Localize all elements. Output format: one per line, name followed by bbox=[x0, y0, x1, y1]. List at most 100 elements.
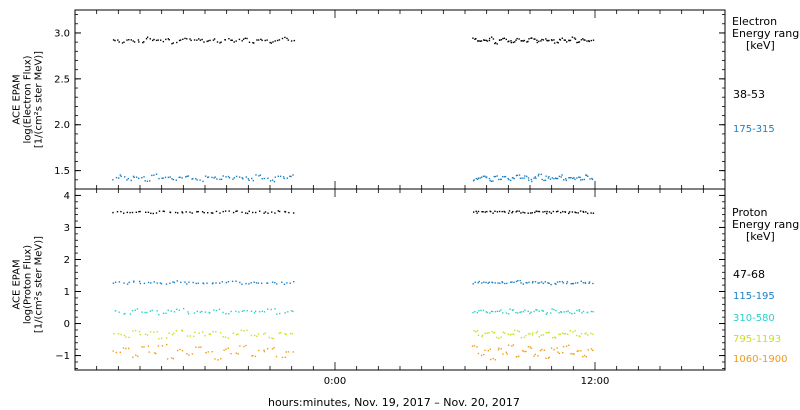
data-point-115-195 bbox=[118, 281, 121, 283]
data-point-175-315 bbox=[555, 177, 558, 180]
data-point-310-580 bbox=[290, 310, 293, 312]
data-point-115-195 bbox=[195, 282, 197, 285]
data-point-795-1193 bbox=[139, 333, 141, 336]
data-point-115-195 bbox=[542, 282, 545, 285]
data-point-175-315 bbox=[576, 177, 578, 179]
data-point-38-53 bbox=[592, 39, 595, 41]
data-point-1060-1900 bbox=[527, 346, 530, 348]
data-point-115-195 bbox=[186, 283, 188, 285]
data-point-38-53 bbox=[526, 41, 528, 43]
data-point-47-68 bbox=[163, 210, 165, 213]
data-point-175-315 bbox=[578, 176, 580, 178]
data-point-38-53 bbox=[190, 39, 192, 42]
data-point-175-315 bbox=[528, 179, 530, 181]
data-point-310-580 bbox=[558, 312, 560, 314]
data-point-310-580 bbox=[254, 310, 257, 312]
data-point-795-1193 bbox=[263, 333, 265, 335]
data-point-115-195 bbox=[515, 280, 518, 283]
data-point-38-53 bbox=[474, 38, 476, 40]
data-point-47-68 bbox=[139, 210, 141, 213]
data-point-175-315 bbox=[220, 178, 223, 180]
data-point-47-68 bbox=[145, 211, 147, 213]
electron-ylabel-line2: log(Electron Flux) bbox=[22, 55, 34, 144]
data-point-175-315 bbox=[269, 180, 272, 182]
data-point-175-315 bbox=[162, 177, 164, 179]
data-point-38-53 bbox=[488, 39, 491, 42]
data-point-175-315 bbox=[115, 176, 118, 179]
data-point-47-68 bbox=[155, 212, 158, 214]
data-point-47-68 bbox=[496, 211, 499, 213]
data-point-1060-1900 bbox=[258, 349, 260, 352]
y-tick-label: 2.5 bbox=[54, 74, 70, 85]
data-point-47-68 bbox=[169, 211, 172, 214]
data-point-795-1193 bbox=[227, 337, 230, 339]
data-point-175-315 bbox=[158, 177, 160, 180]
data-point-47-68 bbox=[232, 211, 235, 214]
data-point-175-315 bbox=[533, 177, 535, 179]
data-point-38-53 bbox=[551, 39, 553, 42]
data-point-795-1193 bbox=[535, 332, 537, 334]
data-point-47-68 bbox=[228, 210, 230, 212]
data-point-38-53 bbox=[201, 38, 203, 41]
data-point-47-68 bbox=[531, 212, 533, 214]
data-point-310-580 bbox=[545, 313, 547, 315]
data-point-115-195 bbox=[235, 280, 237, 282]
data-point-115-195 bbox=[212, 282, 214, 284]
data-point-38-53 bbox=[248, 41, 251, 43]
data-point-310-580 bbox=[131, 309, 134, 312]
data-point-38-53 bbox=[521, 40, 523, 42]
data-point-38-53 bbox=[287, 39, 289, 41]
data-point-175-315 bbox=[477, 177, 480, 179]
data-point-175-315 bbox=[204, 175, 207, 177]
data-point-38-53 bbox=[114, 39, 116, 42]
data-point-47-68 bbox=[236, 210, 238, 212]
data-point-175-315 bbox=[155, 173, 158, 175]
data-point-795-1193 bbox=[189, 335, 191, 337]
data-point-795-1193 bbox=[257, 333, 260, 335]
data-point-47-68 bbox=[263, 212, 265, 214]
data-point-47-68 bbox=[560, 211, 562, 214]
data-point-310-580 bbox=[276, 313, 278, 315]
data-point-795-1193 bbox=[235, 333, 238, 336]
data-point-175-315 bbox=[232, 178, 234, 180]
data-point-795-1193 bbox=[579, 335, 581, 338]
data-point-310-580 bbox=[141, 311, 143, 313]
data-point-47-68 bbox=[274, 212, 276, 214]
data-point-115-195 bbox=[501, 281, 504, 284]
data-point-38-53 bbox=[542, 39, 545, 41]
data-point-175-315 bbox=[561, 174, 563, 176]
data-point-38-53 bbox=[534, 38, 536, 40]
data-point-38-53 bbox=[492, 38, 495, 40]
data-point-175-315 bbox=[496, 175, 498, 177]
data-point-47-68 bbox=[592, 212, 595, 214]
data-point-175-315 bbox=[488, 177, 491, 180]
data-point-47-68 bbox=[552, 210, 555, 213]
data-point-47-68 bbox=[508, 210, 511, 212]
data-point-310-580 bbox=[576, 309, 578, 312]
data-point-38-53 bbox=[186, 38, 188, 40]
data-point-47-68 bbox=[555, 211, 558, 213]
data-point-115-195 bbox=[248, 283, 250, 285]
data-point-47-68 bbox=[529, 212, 532, 214]
data-point-47-68 bbox=[288, 211, 290, 214]
data-point-47-68 bbox=[534, 211, 536, 214]
data-point-115-195 bbox=[532, 280, 534, 283]
data-point-47-68 bbox=[548, 211, 551, 213]
data-point-310-580 bbox=[156, 310, 158, 312]
data-point-47-68 bbox=[284, 211, 287, 213]
data-point-310-580 bbox=[522, 311, 525, 313]
data-point-115-195 bbox=[225, 281, 228, 284]
data-point-175-315 bbox=[481, 176, 483, 178]
data-point-310-580 bbox=[241, 310, 244, 312]
data-point-310-580 bbox=[292, 310, 294, 313]
data-point-175-315 bbox=[261, 178, 263, 180]
data-point-1060-1900 bbox=[565, 345, 568, 347]
y-tick-label: 1.5 bbox=[54, 166, 70, 177]
data-point-175-315 bbox=[519, 177, 522, 179]
data-point-1060-1900 bbox=[530, 347, 533, 349]
data-point-38-53 bbox=[590, 39, 592, 42]
data-point-38-53 bbox=[149, 38, 151, 40]
data-point-38-53 bbox=[224, 39, 226, 41]
data-point-795-1193 bbox=[158, 338, 160, 340]
data-point-795-1193 bbox=[237, 333, 239, 335]
